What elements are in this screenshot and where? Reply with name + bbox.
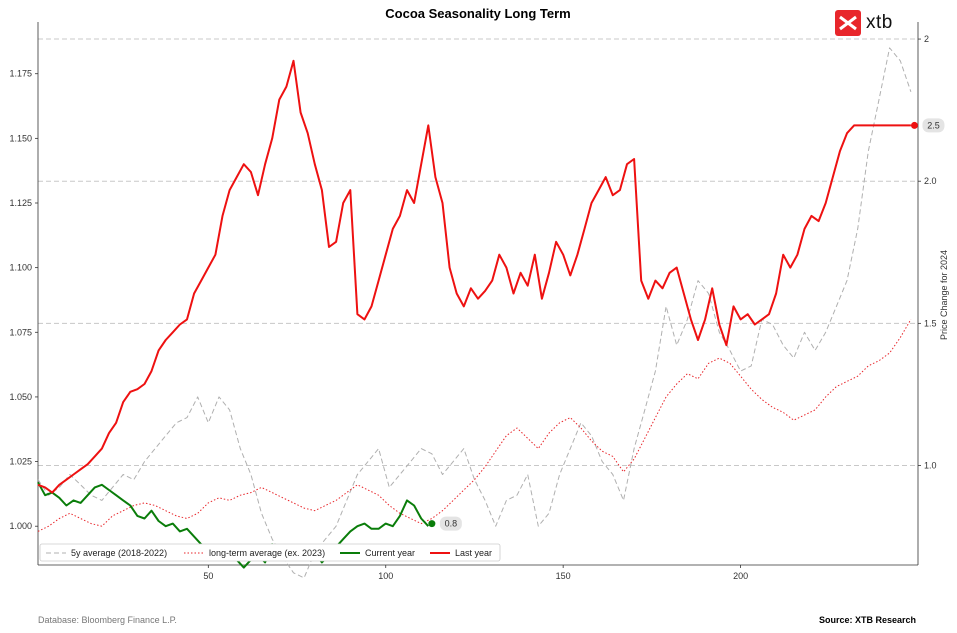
y2-axis-label: Price Change for 2024 [939,250,949,340]
series-layer: 0.8 2.5 [37,47,945,579]
legend-label-3: Last year [455,548,492,558]
series-end-label-3: 2.5 [927,120,940,130]
database-note: Database: Bloomberg Finance L.P. [38,615,177,625]
series-end-badge-2 [439,516,462,531]
series-end-label-2: 0.8 [445,519,458,529]
tick-labels: 1.0001.0251.0501.0751.1001.1251.1501.175… [9,34,936,581]
y2-tick-label: 1.5 [924,318,937,328]
y2-tick-label: 1.0 [924,460,937,470]
series-end-badge-3 [922,118,945,133]
series-line-0 [37,47,912,579]
y2-tick-label: 2 [924,34,929,44]
x-tick-label: 200 [733,571,748,581]
y-tick-label: 1.150 [9,133,32,143]
brand-logo: xtb [835,10,893,36]
series-line-1 [37,319,912,532]
y-tick-label: 1.075 [9,327,32,337]
y-tick-label: 1.000 [9,521,32,531]
y-tick-label: 1.025 [9,457,32,467]
legend-label-2: Current year [365,548,415,558]
series-line-3 [37,59,911,494]
x-tick-label: 100 [378,571,393,581]
series-end-point-2 [428,520,436,528]
y2-tick-label: 2.0 [924,176,937,186]
logo-cross-icon [839,15,857,31]
axes [35,22,921,568]
logo-text: xtb [866,12,893,33]
xtb-logo-mark [835,10,861,36]
source-note: Source: XTB Research [818,615,916,625]
legend: 5y average (2018-2022) long-term average … [39,543,501,562]
grid-lines [38,38,918,466]
y-tick-label: 1.175 [9,69,32,79]
legend-label-0: 5y average (2018-2022) [71,548,167,558]
series-end-point-3 [910,121,918,129]
chart-title: Cocoa Seasonality Long Term [385,6,570,21]
y-tick-label: 1.125 [9,198,32,208]
legend-box [39,543,501,562]
y-tick-label: 1.100 [9,263,32,273]
y-tick-label: 1.050 [9,392,32,402]
legend-label-1: long-term average (ex. 2023) [209,548,325,558]
x-tick-label: 150 [556,571,571,581]
x-tick-label: 50 [203,571,213,581]
